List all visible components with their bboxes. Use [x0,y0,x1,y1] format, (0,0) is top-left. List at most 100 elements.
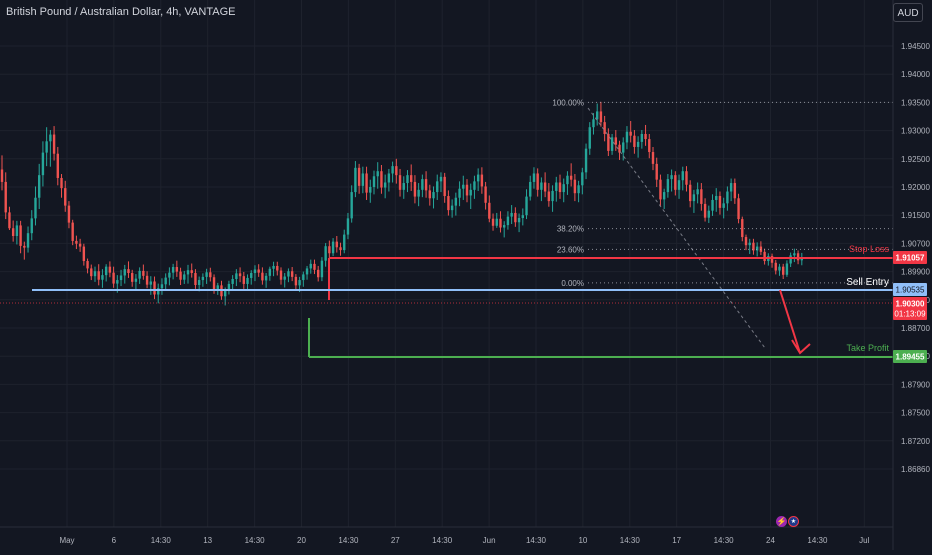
fib-level[interactable]: 100.00% [552,98,893,107]
candle [60,174,63,198]
fib-level[interactable]: 0.00% [561,279,893,288]
candle [778,263,781,276]
candle [242,271,245,289]
drawings[interactable]: Stop Loss Sell Entry Take Profit [0,107,893,358]
candle [603,115,606,142]
candle [82,243,86,266]
candle [450,199,454,218]
candle [86,258,89,274]
candle [662,188,666,209]
candle [633,130,636,154]
candle [410,164,413,191]
candle [294,274,298,290]
candle [123,264,126,284]
candle [436,174,439,200]
current-price-tag: 1.90300 01:13:09 [893,297,927,320]
candle [23,241,26,260]
candle [305,265,309,280]
candle [78,238,82,252]
candle [64,180,67,212]
candle [558,174,562,199]
y-tick-label: 1.93500 [901,98,930,107]
candle [741,216,744,242]
x-tick-label: 14:30 [526,536,547,545]
candle [34,186,37,226]
candle [8,206,11,231]
currency-selector[interactable]: AUD [893,3,923,22]
candle [770,253,774,268]
candle [175,260,179,277]
candle [532,167,536,189]
lightning-icon[interactable]: ⚡ [776,516,787,527]
sell-entry-label: Sell Entry [846,277,889,288]
candle [566,171,569,195]
candle [700,183,703,211]
candle [290,267,294,282]
fib-trend-line[interactable] [587,107,766,349]
candle [15,220,19,245]
candle [789,252,792,268]
x-tick-label: 14:30 [807,536,828,545]
svg-text:1.90300: 1.90300 [896,300,925,309]
candle [406,170,409,193]
candle [287,268,290,283]
candle [19,220,22,254]
x-tick-label: May [59,536,74,545]
candle [610,133,614,155]
bar-countdown: 01:13:09 [894,310,926,319]
x-tick-label: Jul [859,536,869,545]
candle [677,174,681,199]
candle [160,278,164,295]
symbol-title[interactable]: British Pound / Australian Dollar, 4h, V… [6,6,236,18]
candle [90,264,93,281]
price-tags: 1.91057 1.90535 1.90300 01:13:09 1.89455 [893,251,927,363]
stop-loss-line[interactable] [328,257,893,300]
candle [4,172,7,220]
candle [614,130,617,151]
candle [383,174,387,199]
candle [465,179,469,203]
candle [131,269,134,287]
y-tick-label: 1.91500 [901,211,930,220]
candle [692,189,696,213]
candle [52,126,56,161]
candle [45,127,48,167]
candle [302,271,305,287]
candle [346,212,350,240]
candle [227,280,231,295]
candle [372,170,376,195]
candle [157,283,160,304]
x-tick-label: 10 [578,536,587,545]
australia-flag-icon[interactable]: ★ [788,516,799,527]
candle [112,266,115,288]
candle [183,270,186,284]
y-tick-label: 1.93000 [901,127,930,136]
candle [71,219,74,246]
fibonacci-retracement[interactable]: 100.00% 38.20% 23.60% 0.00% [552,98,893,288]
candle [748,238,751,254]
fib-level[interactable]: 23.60% [557,245,893,254]
candle [279,267,283,285]
down-arrow[interactable] [779,289,811,355]
fib-level-label: 38.20% [557,225,584,234]
candle [101,269,104,288]
y-tick-label: 1.88700 [901,324,930,333]
candle [324,243,327,267]
candle [428,184,431,206]
candle [774,259,777,275]
candle [596,103,599,126]
candle [268,266,272,281]
candle [499,211,502,233]
take-profit-line[interactable] [308,318,893,358]
candle [644,124,647,146]
candle [309,259,312,274]
candle [75,235,78,250]
candle [190,263,193,278]
candle [521,208,524,226]
x-tick-label: 13 [203,536,212,545]
candle [584,143,588,180]
candle [555,176,558,202]
fib-level[interactable]: 38.20% [557,225,893,234]
